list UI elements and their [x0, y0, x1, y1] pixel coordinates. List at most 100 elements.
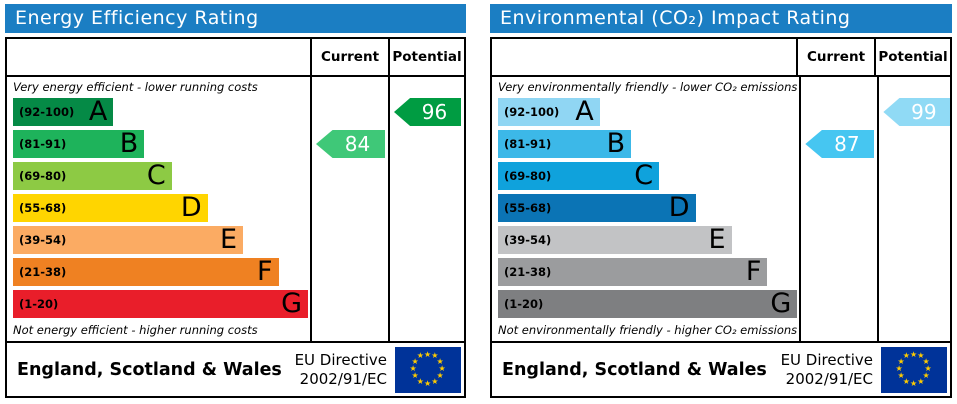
band-range: (69-80): [19, 169, 67, 183]
eu-star-icon: ★: [897, 371, 905, 381]
band-scale-cell: Very environmentally friendly - lower CO…: [492, 77, 799, 341]
band-bar: (69-80) C: [13, 162, 172, 190]
band-range: (1-20): [504, 297, 544, 311]
eu-star-icon: ★: [424, 349, 432, 359]
header-spacer: [492, 39, 796, 75]
potential-rating-value: 96: [421, 100, 448, 124]
band-range: (81-91): [19, 137, 67, 151]
band-letter: B: [119, 128, 139, 159]
eu-star-icon: ★: [431, 351, 439, 361]
panel-title: Energy Efficiency Rating: [5, 4, 466, 33]
eu-star-icon: ★: [436, 371, 444, 381]
band-letter: B: [606, 128, 626, 159]
band-bar: (55-68) D: [498, 194, 696, 222]
band-bar: (81-91) B: [13, 128, 145, 159]
eu-directive-line1: EU Directive: [294, 350, 387, 369]
current-rating-arrow: 87: [805, 130, 875, 158]
band-row-e: (39-54) E: [498, 226, 797, 254]
rating-table: Current Potential Very energy efficient …: [5, 37, 466, 398]
eu-star-icon: ★: [409, 364, 417, 373]
band-bar: (92-100) A: [498, 98, 600, 126]
bottom-note: Not energy efficient - higher running co…: [13, 323, 258, 337]
bottom-note: Not environmentally friendly - higher CO…: [498, 323, 798, 337]
chart-row: Very energy efficient - lower running co…: [7, 77, 464, 341]
band-range: (39-54): [504, 233, 552, 247]
band-row-a: (92-100) A: [498, 98, 797, 126]
band-row-f: (21-38) F: [498, 258, 797, 286]
top-note: Very energy efficient - lower running co…: [13, 80, 258, 94]
band-range: (21-38): [504, 265, 552, 279]
band-row-g: (1-20) G: [13, 290, 308, 318]
band-range: (55-68): [19, 201, 67, 215]
band-scale-cell: Very energy efficient - lower running co…: [7, 77, 310, 341]
potential-rating-cell: 99: [877, 77, 953, 341]
current-column-header: Current: [796, 39, 874, 75]
band-bar: (21-38) F: [498, 258, 768, 286]
top-note: Very environmentally friendly - lower CO…: [498, 80, 798, 94]
eu-star-icon: ★: [922, 356, 930, 366]
eu-star-icon: ★: [897, 356, 905, 366]
table-footer: England, Scotland & Wales EU Directive 2…: [7, 341, 464, 396]
eu-star-icon: ★: [416, 351, 424, 361]
band-range: (92-100): [19, 105, 75, 119]
band-range: (21-38): [19, 265, 67, 279]
band-letter: E: [708, 224, 726, 255]
eu-star-icon: ★: [416, 376, 424, 386]
eu-star-icon: ★: [895, 364, 903, 373]
current-rating-cell: 87: [799, 77, 877, 341]
current-rating-value: 87: [834, 132, 860, 156]
current-rating-value: 84: [344, 132, 371, 156]
band-bar: (1-20) G: [498, 288, 798, 319]
band-row-g: (1-20) G: [498, 288, 798, 319]
eu-star-icon: ★: [910, 349, 918, 359]
band-bar: (39-54) E: [498, 226, 732, 254]
band-row-f: (21-38) F: [13, 258, 308, 286]
band-letter: G: [281, 288, 302, 319]
eu-star-icon: ★: [922, 371, 930, 381]
band-bar: (21-38) F: [13, 258, 279, 286]
band-bar: (69-80) C: [498, 160, 660, 191]
potential-rating-arrow: 99: [883, 98, 951, 126]
eu-star-icon: ★: [438, 364, 446, 373]
eu-flag-icon: ★ ★ ★ ★ ★ ★ ★ ★ ★ ★ ★ ★: [881, 346, 947, 393]
eu-directive-line2: 2002/91/EC: [785, 369, 873, 388]
band-bar: (55-68) D: [13, 194, 208, 222]
band-range: (92-100): [504, 105, 560, 119]
band-letter: F: [256, 256, 273, 287]
table-footer: England, Scotland & Wales EU Directive 2…: [492, 341, 950, 396]
band-letter: G: [770, 288, 792, 319]
band-row-e: (39-54) E: [13, 226, 308, 254]
potential-rating-cell: 96: [388, 77, 464, 341]
band-letter: C: [146, 160, 166, 191]
eu-directive-line2: 2002/91/EC: [299, 369, 387, 388]
potential-column-header: Potential: [388, 39, 464, 75]
potential-rating-arrow: 96: [394, 98, 461, 126]
band-bar: (92-100) A: [13, 98, 114, 126]
band-row-d: (55-68) D: [498, 194, 797, 222]
band-range: (69-80): [504, 169, 552, 183]
region-label: England, Scotland & Wales: [502, 359, 767, 380]
table-header-row: Current Potential: [7, 39, 464, 77]
band-letter: D: [668, 192, 690, 223]
chart-row: Very environmentally friendly - lower CO…: [492, 77, 953, 341]
band-row-d: (55-68) D: [13, 194, 308, 222]
band-letter: C: [634, 160, 654, 191]
eu-star-icon: ★: [924, 364, 932, 373]
eu-star-icon: ★: [424, 378, 432, 388]
current-rating-cell: 84: [310, 77, 388, 341]
band-row-c: (69-80) C: [13, 162, 308, 190]
eu-star-icon: ★: [902, 376, 910, 386]
eu-flag-icon: ★ ★ ★ ★ ★ ★ ★ ★ ★ ★ ★ ★: [395, 346, 461, 393]
current-column-header: Current: [310, 39, 388, 75]
band-letter: D: [180, 192, 202, 223]
eu-star-icon: ★: [411, 356, 419, 366]
eu-star-icon: ★: [431, 376, 439, 386]
band-letter: E: [220, 224, 238, 255]
band-bar: (39-54) E: [13, 224, 244, 255]
eu-star-icon: ★: [411, 371, 419, 381]
environmental-impact-panel: Environmental (CO₂) Impact Rating Curren…: [490, 4, 952, 400]
potential-column-header: Potential: [874, 39, 950, 75]
band-bar: (81-91) B: [498, 128, 632, 159]
energy-efficiency-panel: Energy Efficiency Rating Current Potenti…: [5, 4, 466, 400]
